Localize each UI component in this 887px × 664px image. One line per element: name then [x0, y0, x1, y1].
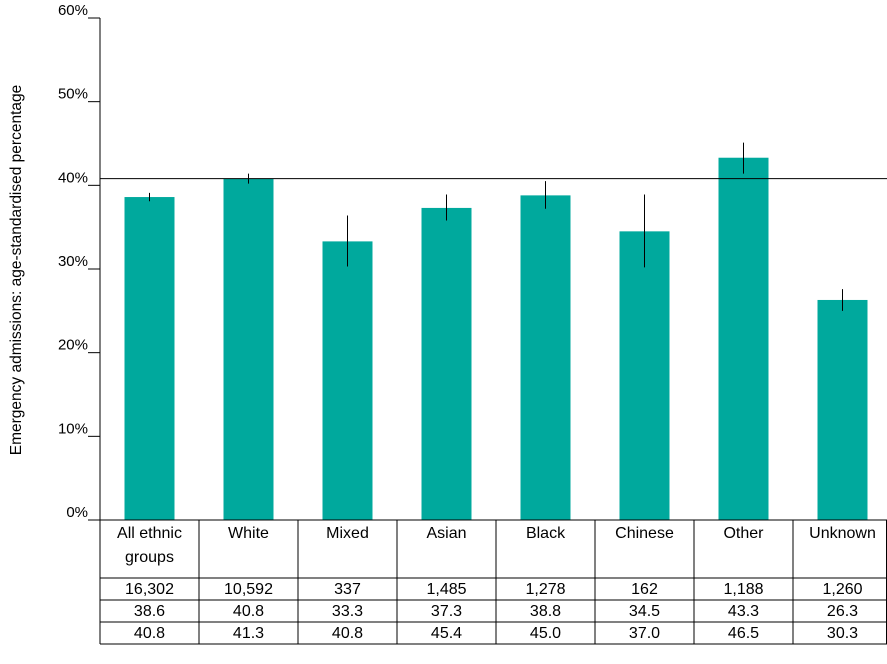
- category-label: Mixed: [326, 525, 369, 542]
- table-cell: 38.6: [134, 603, 165, 620]
- table-cell: 1,485: [426, 581, 466, 598]
- table-cell: 38.8: [530, 603, 561, 620]
- table-cell: 30.3: [827, 625, 858, 642]
- y-tick-label: 30%: [58, 253, 88, 270]
- table-cell: 40.8: [134, 625, 165, 642]
- category-label: groups: [125, 549, 174, 566]
- table-cell: 337: [334, 581, 361, 598]
- error-bars-layer: [149, 142, 843, 311]
- table-cell: 1,260: [822, 581, 862, 598]
- category-label: Asian: [426, 525, 466, 542]
- table-cell: 40.8: [332, 625, 363, 642]
- table-cell: 26.3: [827, 603, 858, 620]
- category-label: Unknown: [809, 525, 876, 542]
- category-label: Other: [723, 525, 764, 542]
- data-table: All ethnic groups White Mixed Asian Black Chin…: [99, 519, 887, 645]
- bar-7: [817, 299, 868, 520]
- table-cell: 46.5: [728, 625, 759, 642]
- table-cell: 33.3: [332, 603, 363, 620]
- table-cell: 1,188: [723, 581, 763, 598]
- table-cell: 162: [631, 581, 658, 598]
- bars-layer: [124, 157, 868, 520]
- table-cell: 16,302: [125, 581, 174, 598]
- bar-3: [421, 207, 472, 520]
- y-tick-label: 10%: [58, 420, 88, 437]
- category-label: All ethnic: [117, 525, 182, 542]
- bar-2: [322, 241, 373, 520]
- y-axis: 0% 10% 20% 30% 40% 50% 60%: [58, 2, 101, 521]
- y-tick-label: 0%: [66, 504, 88, 521]
- table-cell: 10,592: [224, 581, 273, 598]
- category-label: Black: [526, 525, 566, 542]
- table-cell: 45.4: [431, 625, 462, 642]
- table-cell: 34.5: [629, 603, 660, 620]
- category-label: Chinese: [615, 525, 674, 542]
- table-cell: 40.8: [233, 603, 264, 620]
- bar-5: [619, 231, 670, 520]
- table-cell: 45.0: [530, 625, 561, 642]
- table-cell: 1,278: [525, 581, 565, 598]
- y-tick-label: 20%: [58, 337, 88, 354]
- bar-4: [520, 195, 571, 520]
- table-cell: 37.3: [431, 603, 462, 620]
- y-tick-label: 60%: [58, 2, 88, 19]
- table-cell: 37.0: [629, 625, 660, 642]
- table-cell: 41.3: [233, 625, 264, 642]
- bar-0: [124, 197, 175, 520]
- table-cell: 43.3: [728, 603, 759, 620]
- y-tick-label: 50%: [58, 86, 88, 103]
- bar-6: [718, 157, 769, 520]
- y-tick-label: 40%: [58, 169, 88, 186]
- category-label: White: [228, 525, 269, 542]
- bar-1: [223, 178, 274, 520]
- y-axis-title: Emergency admissions: age-standardised p…: [8, 85, 25, 456]
